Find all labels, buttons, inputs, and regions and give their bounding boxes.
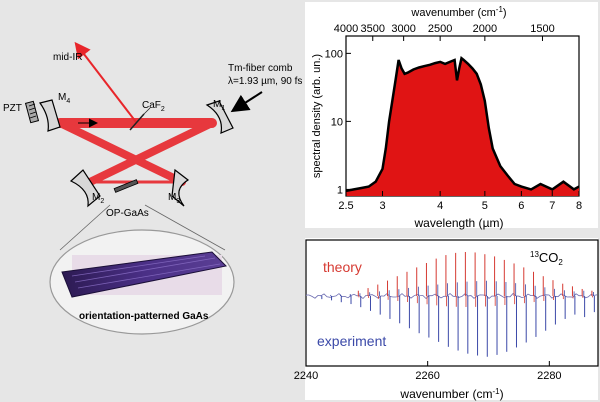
spectrum-y-tick-label: 10 [331,116,343,128]
mirror-m3 [171,168,190,207]
spectrum-x-tick-label: 5 [482,200,488,212]
op-gaas-label: OP-GaAs [106,208,149,219]
mid-ir-label: mid-IR [53,52,82,63]
co2-baseline [306,292,598,300]
caf2-leader [139,107,151,119]
co2-x-tick-label: 2260 [415,370,439,382]
spectrum-y-tick-label: 1 [337,184,343,196]
spectrum-y-axis-label: spectral density (arb. un.) [311,54,323,178]
mirror-m3-label: M3 [168,192,180,205]
molecule-label: 13CO2 [530,250,563,267]
co2-chart: 2240 2260 2280 theory experiment 13CO2 wav… [294,238,599,401]
spectrum-x-tick-label: 3 [379,200,385,212]
pump-label-line1: Tm-fiber comb [228,63,293,74]
pzt-label: PZT [3,103,22,114]
spectrum-top-tick-label: 1500 [530,23,554,35]
spectrum-top-axis-label: wavenumber (cm-1) [410,5,506,19]
inset-caption: orientation-patterned GaAs [79,311,209,322]
co2-x-tick-label: 2240 [294,370,318,382]
inset-crystal-stripes [71,255,221,289]
co2-x-tick-label: 2280 [537,370,561,382]
pzt-block [24,100,40,124]
op-gaas-crystal [113,179,139,193]
spectrum-x-tick-label: 7 [549,200,555,212]
experiment-label: experiment [317,333,386,349]
pump-arrow [230,91,263,113]
theory-label: theory [323,259,362,275]
mirror-m4 [38,99,61,132]
mirror-m1-label: M1 [213,99,225,112]
spectrum-fill [346,58,579,196]
spectrum-x-tick-label: 4 [437,200,443,212]
spectrum-y-tick-label: 100 [325,48,343,60]
spectrum-top-tick-label: 3500 [361,23,385,35]
mirror-m2 [69,169,101,208]
spectrum-x-tick-label: 2.5 [338,200,353,212]
caf2-label: CaF2 [142,100,165,113]
spectrum-line [346,55,579,193]
mirror-m4-label: M4 [58,92,70,105]
spectrum-x-tick-label: 8 [576,200,582,212]
mirror-m1 [205,100,234,134]
pzt-hatch [28,103,37,119]
spectrum-x-axis-label: wavelength (µm) [414,216,504,230]
opo-setup-diagram: mid-IR CaF2 PZT M4 M1 M2 M3 Tm-fiber com… [3,41,302,335]
spectrum-x-tick-label: 6 [518,200,524,212]
zoom-line-left [59,204,111,251]
zoom-line-right [144,204,226,251]
spectrum-top-tick-label: 4000 [334,23,358,35]
spectrum-top-tick-label: 2500 [428,23,452,35]
mirror-m2-label: M2 [92,192,104,205]
co2-plot-area [305,239,599,367]
co2-x-axis-label: wavenumber (cm-1) [399,387,503,401]
pump-label-line2: λ=1.93 µm, 90 fs [228,76,302,87]
mid-ir-output-beam [74,41,137,123]
spectrum-top-tick-label: 2000 [473,23,497,35]
spectrum-top-tick-label: 3000 [391,23,415,35]
